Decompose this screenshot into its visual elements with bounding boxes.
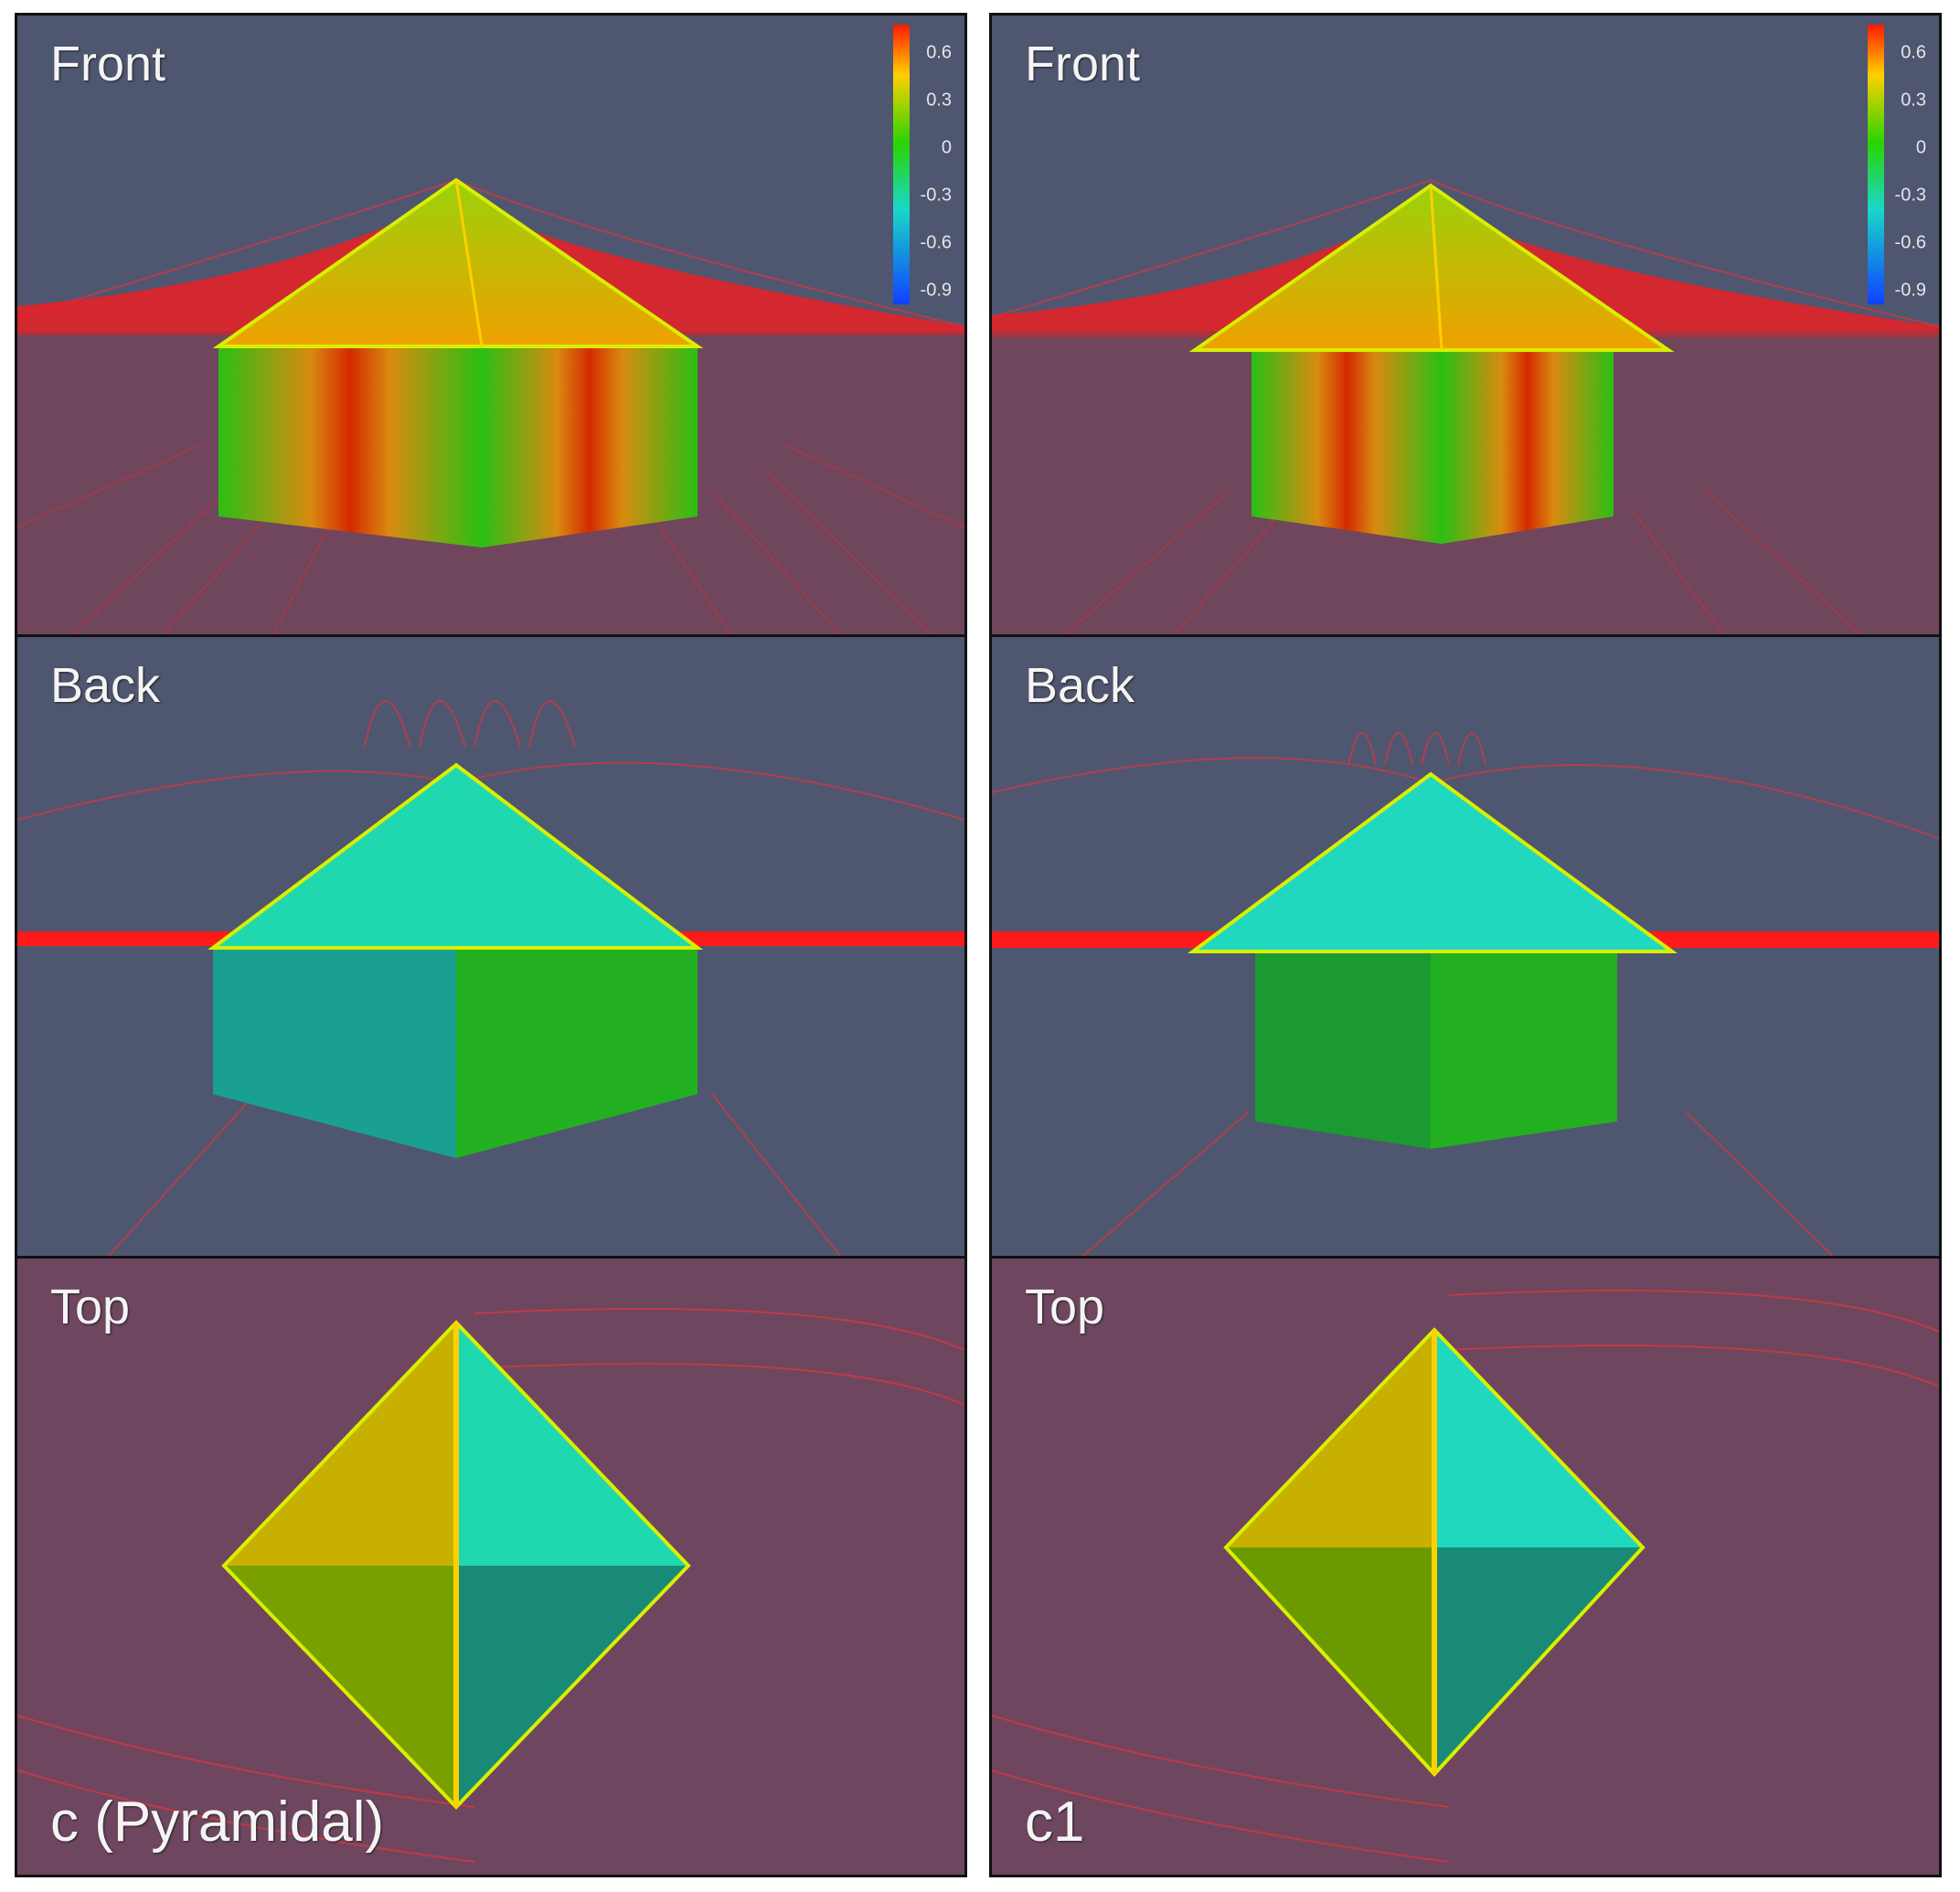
view-label: Back [1025,658,1135,713]
colorbar [893,25,910,304]
colorbar-tick: -0.9 [920,280,952,301]
top-view-render [17,1259,964,1875]
colorbar-ticks: 0.6 0.3 0 -0.3 -0.6 -0.9 [911,25,952,304]
front-view-panel: Front 0.6 0.3 0 -0.3 -0.6 -0.9 [992,16,1939,634]
colorbar-tick: -0.6 [920,232,952,253]
right-column: Front 0.6 0.3 0 -0.3 -0.6 -0.9 Back [989,13,1942,1877]
top-view-panel: Top c (Pyramidal) [17,1259,964,1875]
view-label: Back [50,658,161,713]
colorbar-tick: 0 [1915,137,1926,158]
colorbar-tick: -0.9 [1894,280,1926,301]
back-view-render [992,732,1939,1256]
back-view-render [17,700,964,1256]
colorbar [1868,25,1884,304]
front-view-render [992,178,1939,634]
colorbar-ticks: 0.6 0.3 0 -0.3 -0.6 -0.9 [1886,25,1926,304]
left-column: Front 0.6 0.3 0 -0.3 -0.6 -0.9 Ba [15,13,967,1877]
figure-caption: c (Pyramidal) [50,1791,385,1854]
colorbar-tick: 0.3 [926,90,952,111]
colorbar-tick: 0.6 [926,42,952,63]
view-label: Front [1025,37,1141,91]
view-label: Top [50,1280,131,1334]
top-view-panel: Top c1 [992,1259,1939,1875]
figure-caption: c1 [1025,1791,1085,1854]
colorbar-tick: -0.3 [920,185,952,206]
view-label: Front [50,37,166,91]
colorbar-tick: 0.3 [1901,90,1926,111]
back-view-panel: Back [17,637,964,1256]
streamlines [17,1308,964,1863]
back-view-panel: Back [992,637,1939,1256]
colorbar-tick: -0.3 [1894,185,1926,206]
front-view-render [17,177,964,634]
colorbar-tick: 0.6 [1901,42,1926,63]
colorbar-tick: -0.6 [1894,232,1926,253]
front-view-panel: Front 0.6 0.3 0 -0.3 -0.6 -0.9 [17,16,964,634]
view-label: Top [1025,1280,1105,1334]
streamlines [992,1290,1939,1863]
colorbar-tick: 0 [941,137,952,158]
top-view-render [992,1259,1939,1875]
